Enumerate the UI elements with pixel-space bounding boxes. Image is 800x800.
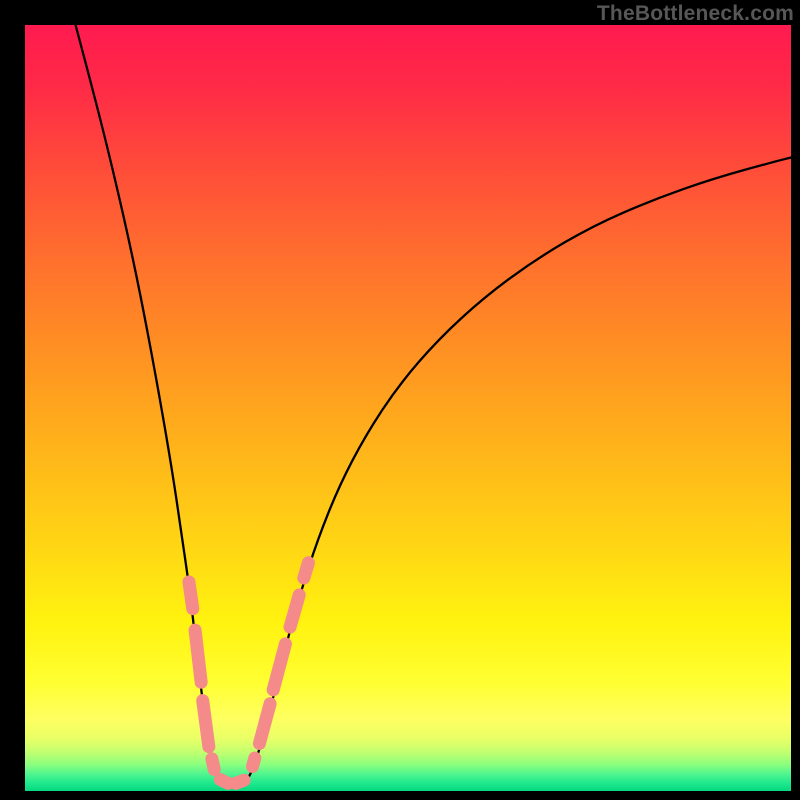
curve-marker [236,780,244,783]
curve-marker [212,759,214,770]
curve-marker [195,630,201,682]
curve-markers [189,563,309,784]
watermark-text: TheBottleneck.com [597,2,794,26]
curve-marker [304,563,309,578]
curve-marker [273,644,285,690]
bottleneck-curve [76,25,791,785]
curve-marker [203,701,209,747]
bottleneck-curve-svg [25,25,791,791]
curve-marker [189,582,193,609]
curve-marker [220,780,228,784]
curve-marker [259,704,270,744]
curve-marker [253,758,255,766]
chart-inner-area [25,25,791,791]
curve-marker [290,595,299,627]
